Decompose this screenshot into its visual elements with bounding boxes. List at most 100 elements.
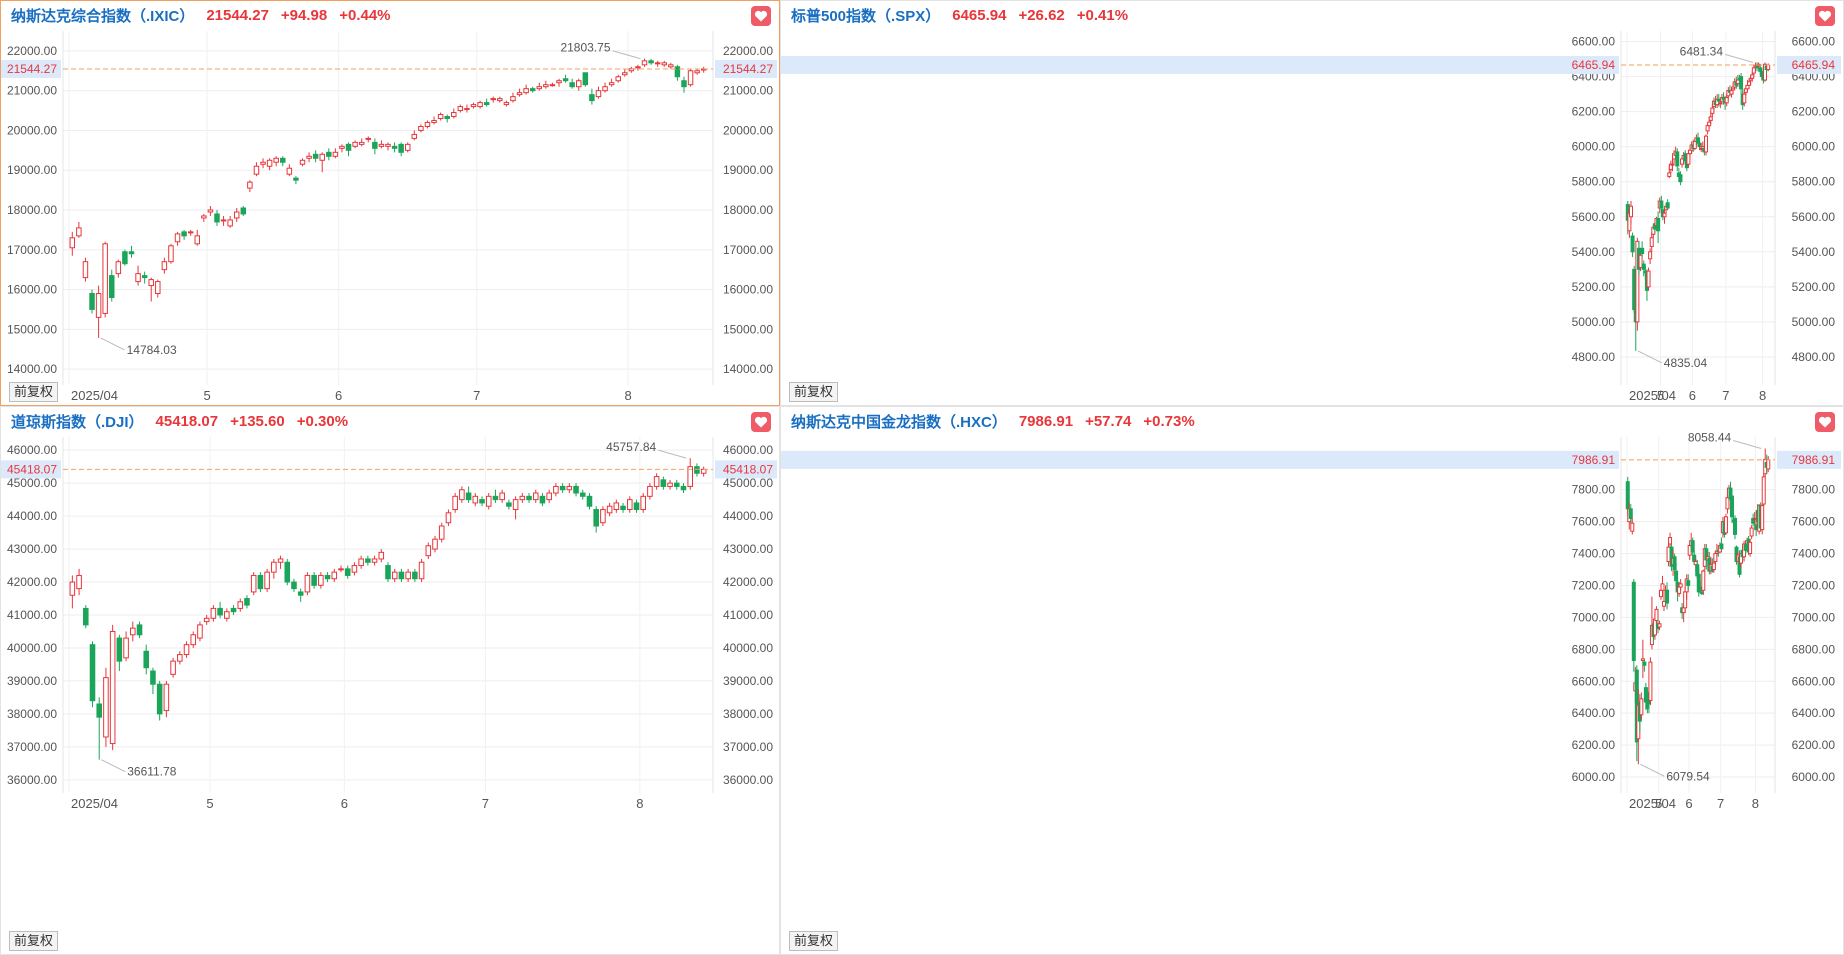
candle-body xyxy=(102,243,108,314)
candle-body xyxy=(244,598,250,606)
favorite-heart-icon[interactable] xyxy=(1815,412,1835,432)
candle-body xyxy=(210,607,217,619)
y-tick-label-right: 7200.00 xyxy=(1792,578,1836,592)
chart-panel-spx[interactable]: 4800.00 4800.00 5000.00 5000.00 5200.00 5200.… xyxy=(780,0,1844,406)
candle-body xyxy=(378,143,385,147)
index-change: +57.74 xyxy=(1085,412,1132,430)
adjust-button[interactable]: 前复权 xyxy=(9,931,59,951)
candle-body xyxy=(472,495,479,504)
y-tick-label-left: 22000.00 xyxy=(7,44,57,58)
y-tick-label-right: 37000.00 xyxy=(723,740,773,754)
candle-body xyxy=(141,275,148,279)
candle-body xyxy=(115,261,122,275)
candle-body xyxy=(1635,240,1640,323)
index-name[interactable]: 纳斯达克中国金龙指数（.HXC） xyxy=(791,413,1007,431)
candle-body xyxy=(326,151,332,157)
candle-body xyxy=(257,574,264,590)
candle-body xyxy=(230,607,237,613)
y-tick-label-right: 7400.00 xyxy=(1792,547,1836,561)
candle-body xyxy=(391,571,398,580)
y-tick-label-right: 14000.00 xyxy=(723,362,773,376)
index-name[interactable]: 纳斯达克综合指数（.IXIC） xyxy=(11,7,195,25)
favorite-heart-icon[interactable] xyxy=(751,412,771,432)
candle-body xyxy=(253,165,260,175)
candle-body xyxy=(95,293,102,318)
candle-body xyxy=(559,485,566,491)
candle-body xyxy=(170,660,176,675)
y-tick-label-right: 42000.00 xyxy=(723,575,773,589)
candle-body xyxy=(331,571,338,580)
candle-body xyxy=(452,495,458,511)
chart-panel-hxc[interactable]: 6000.00 6000.00 6200.00 6200.00 6400.00 6400.… xyxy=(780,406,1844,955)
current-price-badge-left xyxy=(781,450,1619,469)
candlestick-chart[interactable]: 14000.00 14000.00 15000.00 15000.00 16000.00… xyxy=(1,1,779,405)
adjust-button[interactable]: 前复权 xyxy=(789,382,839,402)
x-tick-label: 8 xyxy=(1752,796,1759,811)
candle-body xyxy=(319,153,325,161)
y-tick-label-left: 5200.00 xyxy=(1572,280,1616,294)
y-tick-label-left: 5600.00 xyxy=(1572,210,1616,224)
candle-body xyxy=(1742,93,1747,104)
index-name[interactable]: 标普500指数（.SPX） xyxy=(791,7,941,25)
y-tick-label-left: 5800.00 xyxy=(1572,175,1616,189)
candle-body xyxy=(1750,74,1755,79)
y-tick-label-left: 7200.00 xyxy=(1572,578,1616,592)
high-annotation-line xyxy=(612,50,641,60)
y-tick-label-left: 6800.00 xyxy=(1572,642,1616,656)
candle-body xyxy=(273,157,279,163)
adjust-button[interactable]: 前复权 xyxy=(9,382,59,402)
candle-body xyxy=(418,125,424,131)
candlestick-chart[interactable]: 4800.00 4800.00 5000.00 5000.00 5200.00 5200.… xyxy=(781,1,1843,405)
adjust-button[interactable]: 前复权 xyxy=(789,931,839,951)
candle-body xyxy=(546,492,552,501)
chart-panel-ixic[interactable]: 14000.00 14000.00 15000.00 15000.00 16000.00… xyxy=(0,0,780,406)
y-tick-label-right: 16000.00 xyxy=(723,283,773,297)
candle-body xyxy=(1729,495,1734,518)
candle-body xyxy=(1758,67,1763,72)
index-price: 6465.94 xyxy=(952,6,1007,24)
candle-body xyxy=(365,558,371,563)
x-tick-label: 5 xyxy=(206,796,213,811)
candle-body xyxy=(1766,64,1771,71)
candle-body xyxy=(1657,623,1662,628)
index-name[interactable]: 道琼斯指数（.DJI） xyxy=(11,413,144,431)
y-tick-label-right: 21000.00 xyxy=(723,84,773,98)
candle-body xyxy=(398,143,404,153)
x-tick-label: 7 xyxy=(1717,796,1724,811)
current-price-badge-right xyxy=(1777,56,1841,75)
candle-body xyxy=(1710,107,1715,114)
favorite-heart-icon[interactable] xyxy=(1815,6,1835,26)
candlestick-chart[interactable]: 6000.00 6000.00 6200.00 6200.00 6400.00 6400.… xyxy=(781,407,1843,954)
candle-body xyxy=(615,76,621,82)
candle-body xyxy=(1751,67,1756,74)
candle-body xyxy=(1729,90,1734,95)
candle-body xyxy=(338,568,344,571)
candle-body xyxy=(372,141,378,149)
high-annotation-label: 8058.44 xyxy=(1688,430,1732,444)
chart-panel-dji[interactable]: 36000.00 36000.00 37000.00 37000.00 38000.00… xyxy=(0,406,780,955)
candle-body xyxy=(237,601,244,609)
candle-body xyxy=(1630,235,1635,253)
candle-body xyxy=(1640,247,1645,255)
index-price: 45418.07 xyxy=(155,412,219,430)
candle-body xyxy=(438,525,445,540)
panel-header: 纳斯达克中国金龙指数（.HXC） 7986.91 +57.74 +0.73% xyxy=(791,410,1195,432)
x-tick-label: 5 xyxy=(204,388,211,403)
candle-body xyxy=(351,565,358,573)
candle-body xyxy=(1716,98,1721,102)
x-tick-label: 2025/04 xyxy=(1629,796,1676,811)
candle-body xyxy=(324,574,331,580)
candle-body xyxy=(418,561,425,580)
y-tick-label-left: 5400.00 xyxy=(1572,245,1616,259)
y-tick-label-right: 17000.00 xyxy=(723,243,773,257)
candle-body xyxy=(512,499,519,511)
x-tick-label: 6 xyxy=(1685,796,1692,811)
y-tick-label-left: 6200.00 xyxy=(1572,105,1616,119)
candle-body xyxy=(497,98,503,102)
candle-body xyxy=(271,561,277,573)
candlestick-chart[interactable]: 36000.00 36000.00 37000.00 37000.00 38000.00… xyxy=(1,407,779,954)
index-pct: +0.73% xyxy=(1143,412,1195,430)
favorite-heart-icon[interactable] xyxy=(751,6,771,26)
candle-body xyxy=(1766,459,1771,470)
candle-body xyxy=(69,581,76,596)
